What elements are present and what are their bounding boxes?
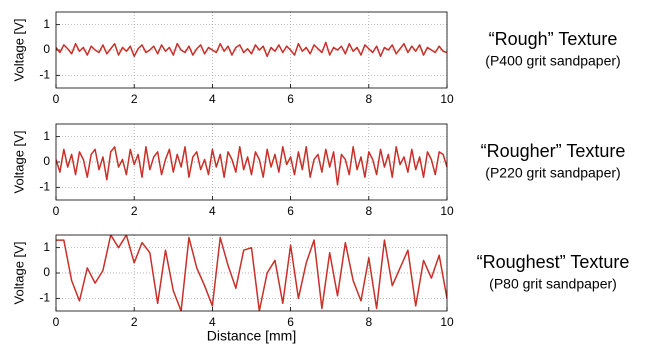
x-tick-label: 8	[365, 204, 372, 218]
signal-line	[56, 235, 447, 311]
panel-subtitle: (P80 grit sandpaper)	[489, 276, 617, 292]
x-tick-label: 8	[365, 315, 372, 329]
y-axis-label: Voltage [V]	[11, 131, 26, 194]
y-tick-label: 0	[43, 154, 50, 168]
x-tick-label: 4	[209, 92, 216, 106]
x-tick-label: 2	[131, 92, 138, 106]
y-tick-label: 0	[43, 42, 50, 56]
y-axis-label: Voltage [V]	[11, 242, 26, 305]
plot-frame	[55, 234, 448, 312]
y-tick-label: 1	[43, 17, 50, 31]
panel-subtitle: (P400 grit sandpaper)	[485, 53, 620, 69]
x-tick-label: 2	[131, 315, 138, 329]
x-axis-label: Distance [mm]	[207, 328, 296, 344]
x-tick-label: 10	[440, 315, 454, 329]
signal-line	[56, 146, 447, 186]
x-tick-label: 2	[131, 204, 138, 218]
plot-frame	[55, 11, 448, 89]
x-tick-label: 10	[440, 92, 454, 106]
y-tick-label: 0	[43, 265, 50, 279]
panel-title: “Rough” Texture	[489, 29, 618, 49]
x-tick-label: 4	[209, 315, 216, 329]
y-axis-label: Voltage [V]	[11, 19, 26, 82]
x-tick-label: 4	[209, 204, 216, 218]
y-tick-label: 1	[43, 129, 50, 143]
y-tick-label: -1	[39, 291, 50, 305]
x-tick-label: 10	[440, 204, 454, 218]
y-tick-label: -1	[39, 180, 50, 194]
signal-line	[56, 41, 447, 58]
panel-title: “Rougher” Texture	[481, 141, 626, 161]
plot-frame	[55, 123, 448, 201]
panel-title: “Roughest” Texture	[477, 252, 630, 272]
x-tick-label: 0	[53, 204, 60, 218]
x-tick-label: 0	[53, 92, 60, 106]
panel-subtitle: (P220 grit sandpaper)	[485, 165, 620, 181]
x-tick-label: 6	[287, 315, 294, 329]
y-tick-label: 1	[43, 240, 50, 254]
x-tick-label: 8	[365, 92, 372, 106]
x-tick-label: 6	[287, 92, 294, 106]
x-tick-label: 6	[287, 204, 294, 218]
x-tick-label: 0	[53, 315, 60, 329]
y-tick-label: -1	[39, 68, 50, 82]
